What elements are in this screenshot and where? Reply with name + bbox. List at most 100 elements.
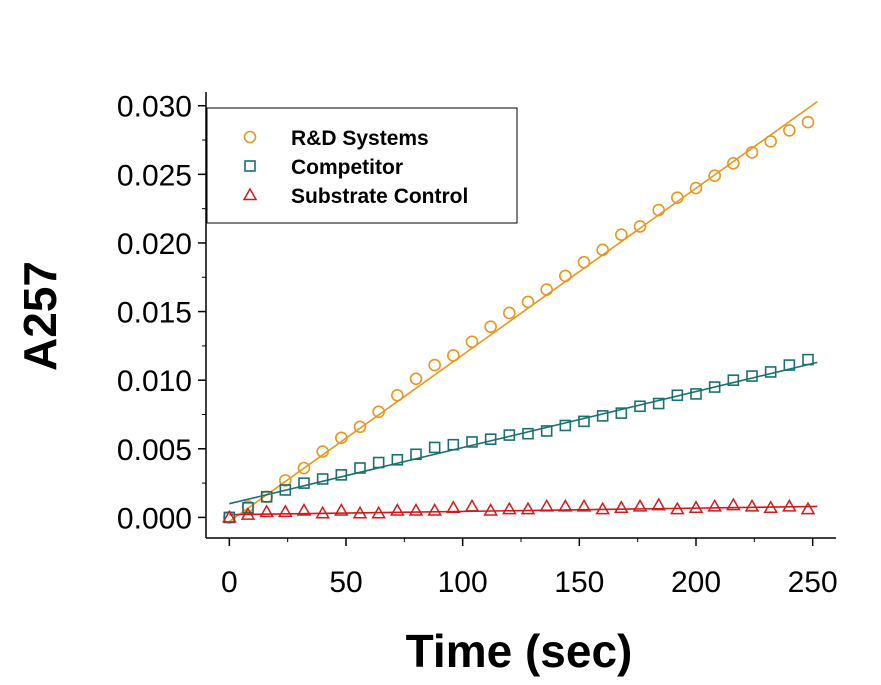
data-point-square: [690, 388, 702, 400]
data-point-circle: [316, 445, 329, 458]
data-point-circle: [708, 169, 721, 183]
data-point-circle: [391, 388, 404, 402]
data-point-triangle: [726, 497, 741, 511]
data-point-triangle: [520, 501, 536, 515]
data-point-square: [746, 370, 758, 382]
data-point-triangle: [782, 498, 797, 512]
data-point-circle: [335, 431, 348, 445]
y-tick-label: 0.025: [117, 159, 192, 192]
data-point-triangle: [576, 498, 592, 512]
legend-label: Substrate Control: [291, 185, 468, 208]
data-point-circle: [559, 269, 572, 283]
data-point-triangle: [278, 504, 293, 518]
data-point-square: [354, 462, 366, 474]
data-point-triangle: [408, 503, 424, 516]
data-point-triangle: [371, 505, 386, 519]
legend-marker-triangle: [242, 187, 258, 201]
data-point-square: [242, 502, 254, 514]
data-point-triangle: [259, 504, 274, 518]
data-point-square: [559, 419, 572, 432]
x-tick-label: 0: [221, 566, 238, 599]
data-point-triangle: [670, 501, 685, 515]
data-point-square: [727, 374, 740, 386]
y-tick-label: 0.020: [117, 228, 192, 261]
y-tick-label: 0.015: [117, 297, 192, 330]
axes: 0.000 0.005 0.010 0.015 0.020 0.025 0.030 0 50 10…: [117, 91, 838, 599]
data-point-circle: [484, 320, 497, 333]
data-point-square: [410, 448, 422, 461]
data-point-circle: [447, 349, 460, 362]
data-point-square: [540, 425, 553, 437]
y-axis-title: A257: [14, 261, 66, 371]
data-point-square: [671, 389, 684, 402]
data-point-square: [802, 353, 814, 366]
data-point-circle: [689, 181, 703, 195]
legend-box: [206, 107, 518, 224]
data-point-circle: [279, 474, 292, 487]
series-triangle: [222, 497, 816, 523]
data-point-triangle: [427, 503, 442, 516]
data-point-circle: [521, 295, 535, 309]
data-markers: [222, 115, 816, 524]
data-point-circle: [652, 203, 665, 217]
series-square: [223, 353, 814, 524]
data-point-triangle: [707, 498, 722, 512]
data-point-triangle: [446, 500, 461, 514]
data-point-circle: [671, 191, 684, 204]
data-point-circle: [503, 306, 516, 320]
data-point-square: [484, 433, 497, 445]
data-point-circle: [297, 461, 311, 475]
data-point-circle: [540, 283, 553, 296]
data-point-square: [372, 456, 385, 469]
data-point-triangle: [763, 500, 778, 514]
data-point-triangle: [222, 509, 237, 523]
x-tick-label: 250: [788, 566, 838, 599]
data-point-square: [634, 400, 646, 413]
data-point-square: [391, 453, 404, 466]
x-tick-label: 50: [329, 566, 362, 599]
data-point-triangle: [334, 503, 349, 516]
data-point-square: [764, 366, 777, 378]
data-point-triangle: [744, 498, 760, 512]
data-point-square: [503, 429, 516, 441]
data-point-square: [596, 410, 609, 422]
data-point-square: [708, 381, 721, 393]
data-point-triangle: [614, 500, 629, 514]
x-tick-label: 150: [554, 566, 604, 599]
legend-label: R&D Systems: [291, 127, 429, 150]
data-point-circle: [465, 335, 479, 349]
data-point-triangle: [296, 503, 312, 516]
y-tick-label: 0.030: [117, 91, 192, 124]
data-point-triangle: [390, 503, 405, 516]
x-axis-title: Time (sec): [406, 625, 633, 677]
legend-label: Competitor: [291, 156, 403, 179]
data-point-triangle: [539, 498, 554, 512]
data-point-triangle: [558, 498, 573, 512]
data-point-square: [615, 407, 628, 419]
data-point-square: [316, 473, 329, 485]
data-point-triangle: [651, 497, 666, 511]
data-point-square: [447, 438, 460, 451]
y-tick-label: 0.005: [117, 434, 192, 467]
data-point-square: [279, 484, 292, 496]
data-point-square: [466, 436, 478, 448]
data-point-circle: [577, 255, 591, 269]
data-point-triangle: [464, 498, 480, 512]
data-point-circle: [372, 405, 385, 419]
data-point-square: [428, 441, 441, 454]
data-point-circle: [783, 124, 796, 137]
data-point-triangle: [688, 500, 704, 514]
data-point-circle: [727, 157, 740, 170]
legend-marker-circle: [243, 130, 257, 144]
data-point-triangle: [352, 505, 368, 519]
data-point-circle: [745, 146, 759, 159]
data-point-triangle: [632, 498, 648, 512]
data-point-square: [298, 477, 310, 489]
data-point-triangle: [595, 501, 610, 515]
x-tick-label: 100: [438, 566, 488, 599]
legend-marker-square: [244, 160, 256, 172]
data-point-triangle: [800, 501, 816, 515]
data-point-circle: [764, 135, 777, 148]
data-point-square: [783, 359, 796, 371]
data-point-triangle: [502, 501, 517, 515]
